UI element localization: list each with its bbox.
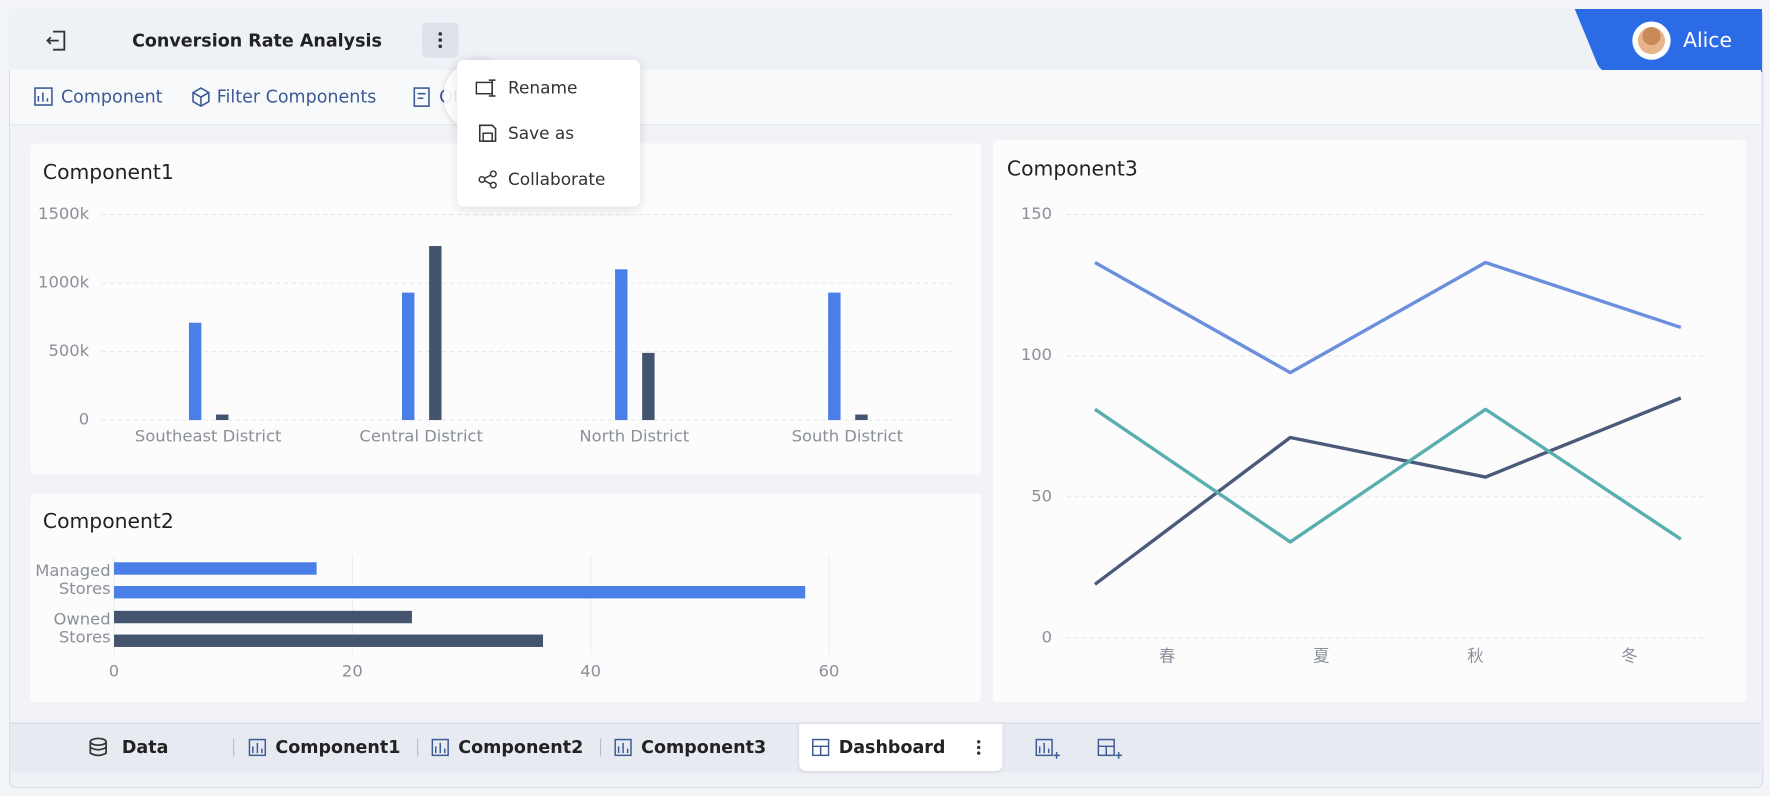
panel-title: Component2	[42, 509, 174, 534]
bar	[188, 322, 202, 421]
x-tick-label: Southeast District	[135, 426, 282, 445]
user-name: Alice	[1683, 28, 1732, 53]
tab[interactable]: Component3	[641, 737, 767, 758]
y-tick-label: 0	[79, 410, 89, 429]
panel-title: Component3	[1006, 157, 1138, 182]
user-badge[interactable]	[1574, 9, 1763, 73]
component-icon	[34, 87, 53, 106]
x-tick-label: 秋	[1467, 647, 1483, 666]
y-tick-label: 100	[1021, 345, 1052, 364]
y-tick-label: Owned Stores	[53, 610, 111, 647]
collaborate-icon	[478, 170, 497, 189]
bar	[114, 610, 412, 624]
x-tick-label: 60	[819, 661, 840, 680]
y-tick-label: 1500k	[38, 204, 90, 223]
more-button[interactable]	[422, 22, 459, 58]
report-title: Conversion Rate Analysis	[132, 30, 382, 51]
x-tick-label: 0	[109, 661, 119, 680]
panel-title: Component1	[42, 160, 174, 185]
x-tick-label: 40	[580, 661, 601, 680]
y-tick-label: 0	[1042, 627, 1052, 646]
bar	[642, 352, 655, 421]
tab[interactable]: Component2	[458, 737, 584, 758]
y-tick-label-box: Managed Stores	[35, 562, 111, 599]
x-tick-label: 冬	[1621, 647, 1637, 666]
tab[interactable]: Dashboard	[838, 737, 946, 758]
bar	[114, 634, 544, 647]
bar	[216, 414, 229, 421]
save-icon	[478, 124, 497, 142]
menu-item[interactable]: Save as	[507, 123, 575, 144]
tab-icons	[89, 737, 1123, 759]
x-tick-label: 春	[1159, 647, 1175, 666]
rename-icon	[475, 79, 496, 97]
bar	[615, 269, 628, 421]
y-tick-label: 1000k	[38, 273, 90, 292]
y-tick-label: 150	[1021, 204, 1052, 223]
back-button[interactable]	[43, 27, 70, 54]
menu-item[interactable]: Rename	[507, 77, 578, 99]
toolbar-item[interactable]: Filter Components	[216, 86, 377, 108]
bar	[828, 292, 841, 421]
filter-icon	[192, 87, 210, 108]
x-tick-label: South District	[792, 426, 904, 445]
x-tick-label: Central District	[359, 426, 483, 445]
x-tick-label: 夏	[1313, 647, 1329, 666]
bar	[402, 292, 415, 421]
tab[interactable]: Component1	[275, 737, 401, 758]
bar	[429, 246, 442, 421]
bar	[114, 562, 317, 575]
y-tick-label: 500k	[48, 341, 89, 360]
bar	[114, 585, 806, 599]
kebab-icon	[438, 32, 443, 49]
tab[interactable]: Data	[121, 737, 169, 758]
line	[1094, 407, 1682, 544]
y-tick-label: Managed Stores	[35, 562, 111, 599]
menu-item[interactable]: Collaborate	[507, 169, 606, 190]
toolbar-item[interactable]: Component	[60, 86, 163, 108]
active-tab[interactable]	[799, 723, 1003, 772]
toolbar	[10, 70, 1761, 126]
x-tick-label: 20	[342, 661, 363, 680]
other-icon	[413, 87, 430, 107]
line	[1093, 396, 1682, 586]
y-tick-label: 50	[1031, 486, 1052, 505]
line	[1094, 260, 1682, 375]
bar	[855, 414, 868, 421]
top-bar	[9, 9, 1763, 71]
y-tick-label-box: Owned Stores	[53, 610, 111, 647]
x-tick-label: North District	[579, 426, 689, 445]
